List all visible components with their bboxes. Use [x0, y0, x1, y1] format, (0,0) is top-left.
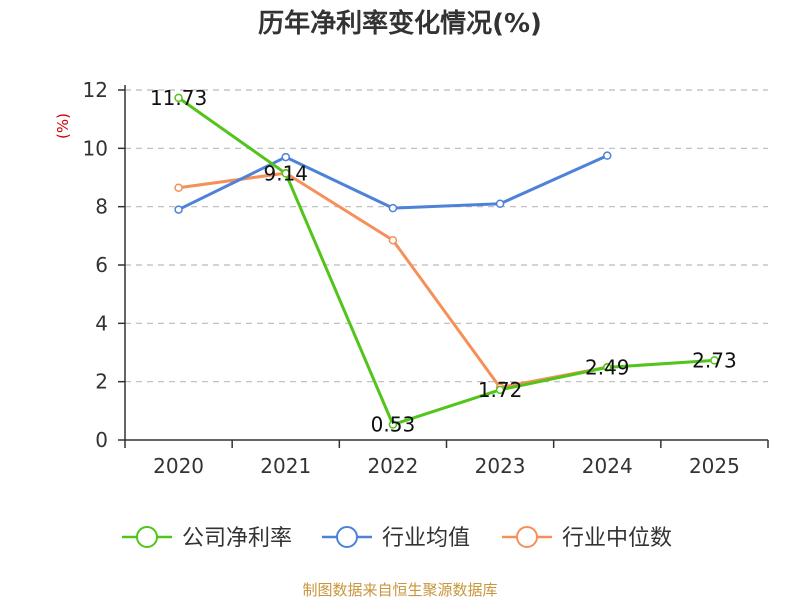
x-tick-label: 2022: [367, 454, 418, 478]
series-line: [177, 154, 608, 211]
data-point: [388, 235, 398, 245]
grid-lines: [118, 89, 768, 441]
legend-label: 行业中位数: [562, 526, 672, 551]
legend-label: 公司净利率: [182, 526, 292, 551]
data-label: 11.73: [150, 86, 207, 110]
data-label: 2.73: [692, 348, 737, 372]
x-tick-label: 2020: [153, 454, 204, 478]
data-label: 2.49: [585, 355, 630, 379]
legend-marker: [136, 526, 158, 548]
series-points: [174, 93, 719, 429]
x-tick-label: 2024: [582, 454, 633, 478]
data-point: [174, 205, 183, 214]
legend-marker: [516, 526, 538, 548]
legend-item: 行业均值: [322, 526, 470, 551]
legend-item: 行业中位数: [502, 526, 672, 551]
data-point: [174, 93, 183, 103]
y-tick-labels: 0 2 4 6 8 10 12: [83, 78, 108, 452]
x-tick-label: 2025: [689, 454, 740, 478]
legend-marker: [336, 526, 358, 548]
data-label: 0.53: [371, 413, 416, 437]
y-tick-label: 2: [95, 370, 108, 394]
data-point: [388, 420, 398, 429]
series-line: [177, 96, 715, 427]
legend-item: 公司净利率: [122, 526, 292, 551]
data-point: [388, 203, 398, 213]
y-tick-label: 0: [95, 428, 108, 452]
legend-label: 行业均值: [382, 526, 470, 551]
x-tick-labels: 2020 2021 2022 2023 2024 2025: [153, 454, 740, 478]
series-lines: [177, 96, 715, 427]
data-point: [174, 183, 183, 192]
data-point: [603, 363, 612, 372]
y-axis-label: (%): [54, 113, 72, 139]
y-tick-label: 8: [95, 195, 108, 219]
x-tick-label: 2023: [475, 454, 526, 478]
data-point: [495, 385, 505, 395]
data-point: [603, 151, 612, 160]
y-tick-label: 4: [95, 311, 108, 335]
source-note: 制图数据来自恒生聚源数据库: [302, 581, 497, 599]
data-label: 9.14: [263, 161, 308, 185]
chart-title: 历年净利率变化情况(%): [258, 8, 542, 39]
y-tick-label: 10: [83, 136, 108, 160]
y-tick-label: 12: [83, 78, 108, 102]
x-tick-label: 2021: [260, 454, 311, 478]
data-point: [281, 169, 290, 178]
data-label: 1.72: [478, 378, 523, 402]
data-labels: 11.73 9.14 0.53 1.72 2.49 2.73: [150, 86, 737, 437]
data-point: [710, 356, 719, 365]
y-tick-label: 6: [95, 253, 108, 277]
data-point: [495, 199, 505, 208]
legend: 公司净利率 行业均值 行业中位数: [122, 526, 672, 551]
axes: [124, 85, 769, 448]
data-point: [281, 152, 290, 162]
